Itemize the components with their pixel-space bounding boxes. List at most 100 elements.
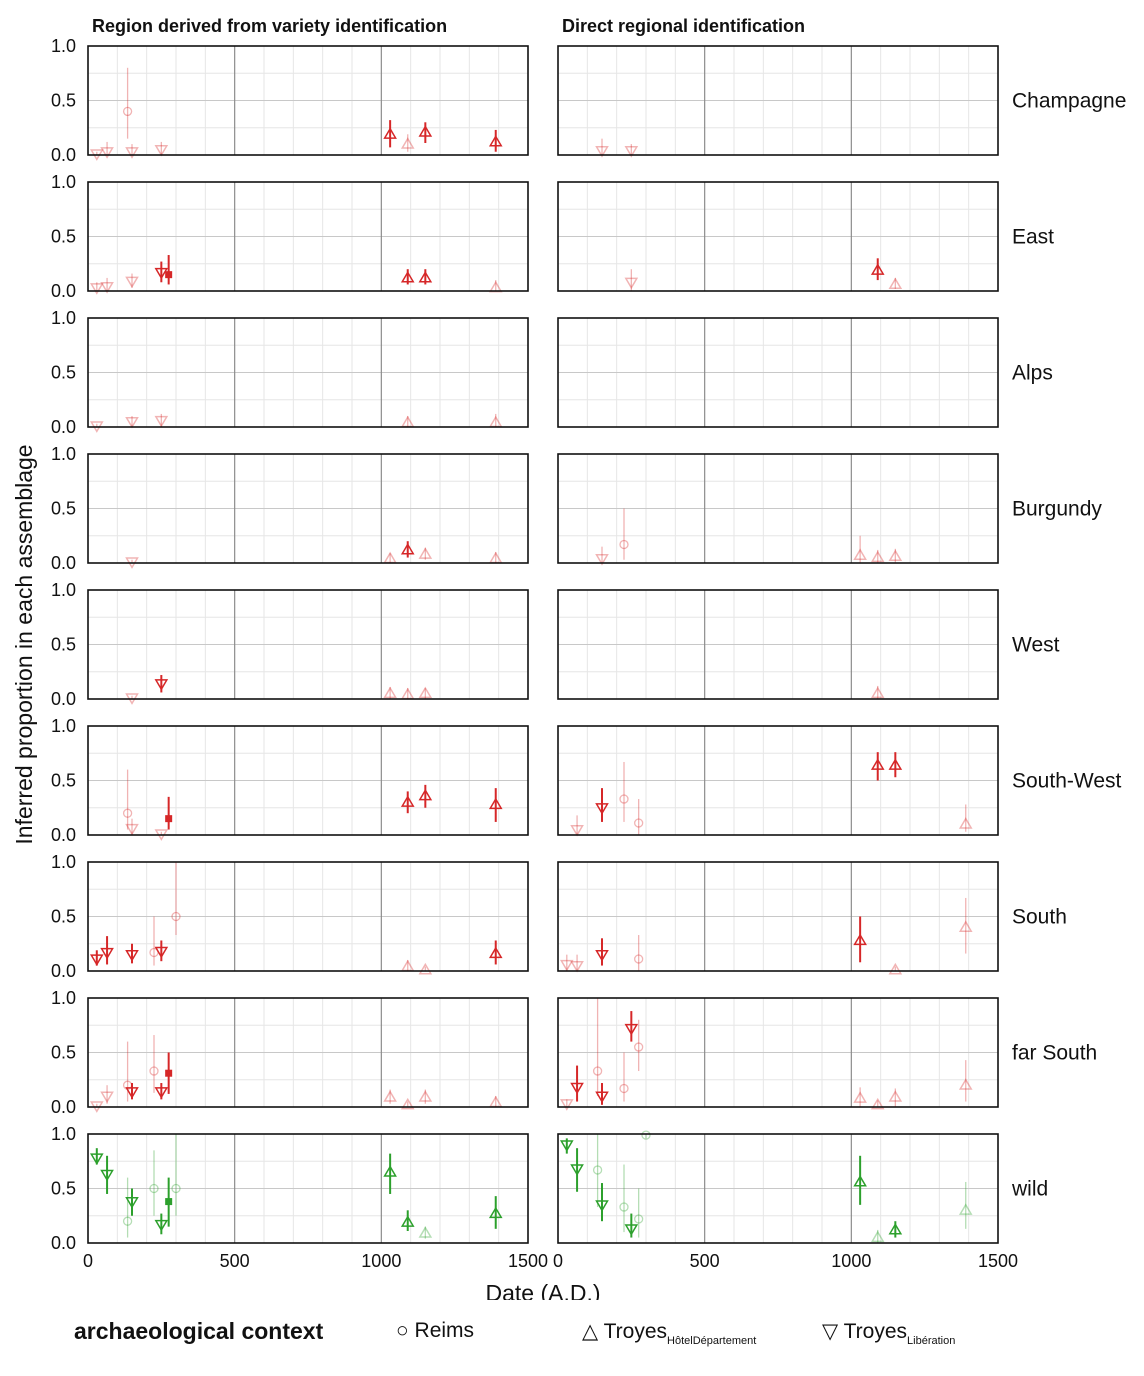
panel-south-west-1 bbox=[557, 725, 999, 837]
data-point-troyes-hotel bbox=[958, 1203, 973, 1215]
data-point-troyes-liberation bbox=[125, 276, 139, 289]
y-tick-label: 0.5 bbox=[51, 363, 76, 383]
data-point-troyes-hotel bbox=[418, 788, 433, 801]
data-point-reims bbox=[592, 1165, 603, 1175]
y-tick-label: 1.0 bbox=[51, 172, 76, 192]
y-tick-label: 0.5 bbox=[51, 635, 76, 655]
facet-label: East bbox=[1012, 226, 1054, 249]
data-point-troyes-hotel bbox=[888, 1222, 903, 1235]
data-point-reims bbox=[122, 1216, 133, 1226]
x-tick-label: 1000 bbox=[361, 1251, 401, 1271]
panel-frame bbox=[557, 45, 999, 156]
data-point-reims bbox=[619, 1083, 629, 1094]
panel-frame bbox=[87, 317, 529, 428]
data-point-reims bbox=[592, 1066, 603, 1076]
data-point-troyes-liberation bbox=[154, 415, 169, 428]
data-point-reims bbox=[619, 1202, 629, 1212]
y-axis-title: Inferred proportion in each assemblage bbox=[11, 444, 37, 844]
facet-label: wild bbox=[1011, 1178, 1048, 1201]
x-axis-title: Date (A.D.) bbox=[485, 1280, 600, 1300]
data-point-troyes-liberation bbox=[570, 1082, 584, 1095]
data-point-reims bbox=[641, 1130, 651, 1140]
data-point-troyes-liberation bbox=[100, 147, 114, 159]
data-point-troyes-liberation bbox=[125, 950, 139, 962]
data-point-troyes-hotel bbox=[888, 1090, 903, 1102]
data-point-troyes-liberation bbox=[100, 1169, 114, 1182]
panel-frame bbox=[557, 1133, 999, 1244]
data-point-troyes-hotel bbox=[888, 277, 903, 290]
data-point-troyes-liberation bbox=[595, 803, 609, 815]
data-point-troyes-hotel bbox=[888, 962, 903, 975]
x-tick-label: 0 bbox=[553, 1251, 563, 1271]
legend-title: archaeological context bbox=[74, 1318, 324, 1344]
data-point-troyes-liberation bbox=[89, 283, 104, 295]
data-point-reims bbox=[619, 794, 629, 804]
panel-west-1 bbox=[557, 589, 999, 700]
y-tick-label: 0.0 bbox=[51, 1097, 76, 1117]
panel-frame bbox=[87, 181, 529, 292]
panel-east-1 bbox=[557, 181, 999, 292]
panel-frame bbox=[87, 45, 529, 156]
data-point bbox=[165, 1198, 173, 1206]
data-point-troyes-liberation bbox=[154, 267, 169, 280]
data-point-reims bbox=[634, 954, 644, 964]
y-tick-label: 1.0 bbox=[51, 36, 76, 56]
panel-frame bbox=[87, 997, 529, 1108]
legend-label: Troyes bbox=[603, 1320, 668, 1343]
data-point-troyes-liberation bbox=[570, 824, 584, 837]
y-tick-label: 0.5 bbox=[51, 91, 76, 111]
x-tick-label: 500 bbox=[690, 1251, 720, 1271]
facet-label: Burgundy bbox=[1012, 498, 1102, 521]
data-point-troyes-hotel bbox=[853, 1091, 867, 1103]
data-point-troyes-hotel bbox=[488, 1206, 503, 1219]
panel-alps-0 bbox=[87, 317, 529, 433]
data-point-reims bbox=[122, 808, 133, 818]
data-point-troyes-liberation bbox=[570, 1164, 584, 1176]
data-point-troyes-liberation bbox=[125, 1087, 139, 1099]
panel-frame bbox=[557, 725, 999, 836]
data-point-troyes-hotel bbox=[870, 686, 885, 699]
data-point-reims bbox=[634, 818, 644, 828]
panel-far-south-0 bbox=[87, 997, 529, 1113]
legend-label: Reims bbox=[414, 1319, 475, 1342]
triangle-up-icon: △ bbox=[582, 1320, 604, 1343]
data-point-troyes-hotel bbox=[418, 547, 433, 559]
legend: archaeological context ○ Reims △ TroyesH… bbox=[0, 1318, 1144, 1358]
panel-south-west-0 bbox=[87, 725, 529, 841]
column-title: Direct regional identification bbox=[562, 16, 805, 36]
data-point-troyes-liberation bbox=[125, 416, 139, 429]
data-point-reims bbox=[619, 539, 629, 550]
data-point-troyes-hotel bbox=[488, 134, 503, 147]
panel-frame bbox=[557, 453, 999, 564]
legend-item-troyes-liberation: ▽ TroyesLibération bbox=[822, 1319, 955, 1347]
panel-frame bbox=[557, 861, 999, 972]
x-tick-label: 500 bbox=[220, 1251, 250, 1271]
data-point-troyes-liberation bbox=[624, 146, 639, 158]
data-point-troyes-hotel bbox=[488, 797, 503, 810]
data-point-troyes-liberation bbox=[154, 1219, 169, 1232]
facet-label: Champagne bbox=[1012, 90, 1126, 113]
data-point-reims bbox=[149, 1066, 159, 1076]
data-point-troyes-hotel bbox=[958, 817, 973, 829]
data-point-troyes-liberation bbox=[89, 1153, 104, 1165]
data-point-troyes-hotel bbox=[958, 920, 973, 932]
y-tick-label: 0.5 bbox=[51, 227, 76, 247]
x-tick-label: 1500 bbox=[508, 1251, 548, 1271]
panel-wild-1 bbox=[557, 1130, 999, 1244]
y-tick-label: 0.5 bbox=[51, 499, 76, 519]
data-point-troyes-hotel bbox=[383, 1090, 397, 1102]
data-point-troyes-hotel bbox=[400, 795, 415, 807]
data-point bbox=[165, 1069, 173, 1077]
data-point-reims bbox=[122, 106, 133, 117]
legend-item-reims: ○ Reims bbox=[396, 1319, 474, 1343]
panel-champagne-1 bbox=[557, 45, 999, 158]
data-point-troyes-hotel bbox=[853, 1174, 867, 1187]
data-point-troyes-hotel bbox=[383, 127, 397, 139]
data-point-troyes-hotel bbox=[400, 1097, 415, 1110]
panel-frame bbox=[557, 181, 999, 292]
panel-burgundy-1 bbox=[557, 453, 999, 566]
data-point-troyes-liberation bbox=[100, 947, 114, 960]
faceted-scatter-chart: Region derived from variety identificati… bbox=[11, 16, 1126, 1300]
y-tick-label: 1.0 bbox=[51, 852, 76, 872]
data-point-troyes-liberation bbox=[595, 1200, 609, 1212]
